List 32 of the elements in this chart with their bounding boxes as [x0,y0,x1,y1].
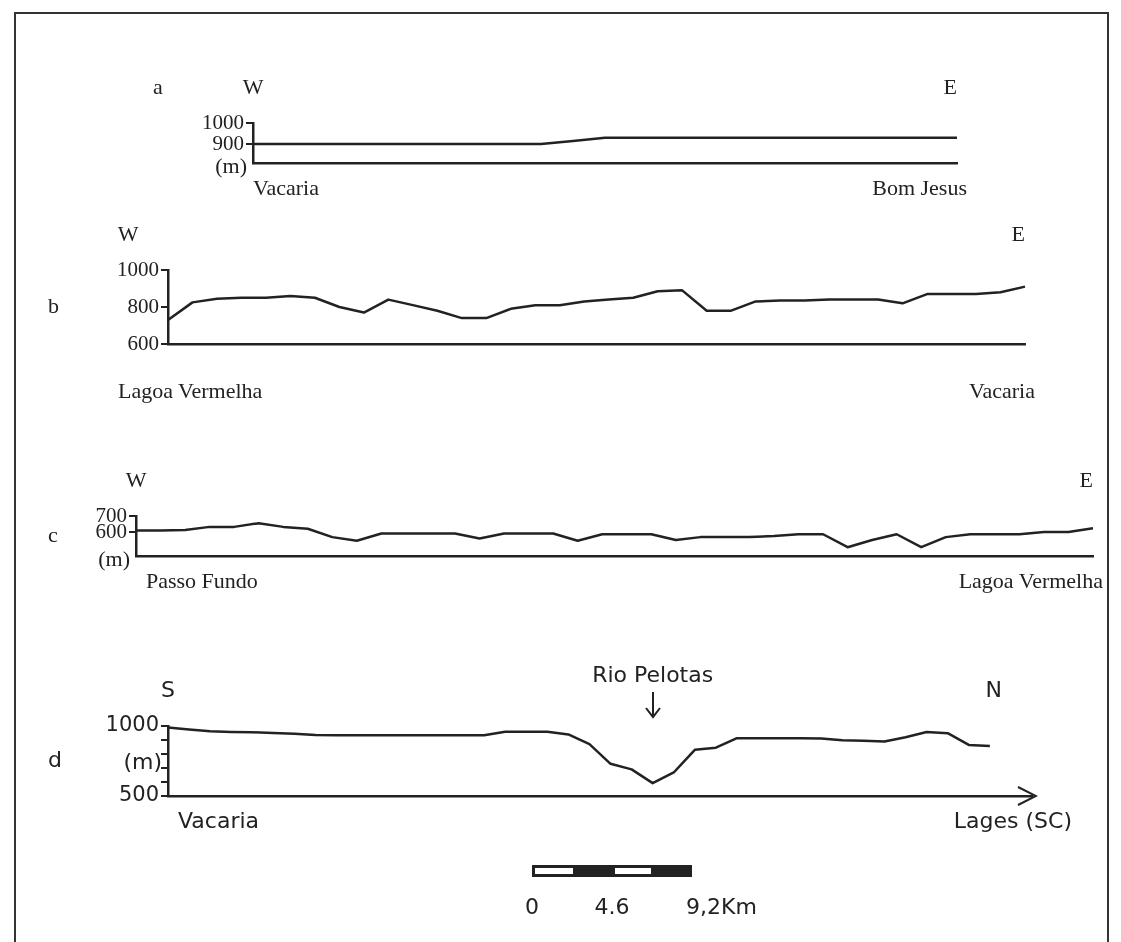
text: Vacaria [253,174,320,200]
y-axis-title: (m) [123,748,162,774]
text: Passo Fundo [146,567,258,593]
y-tick-label: 1000 [105,712,159,737]
text: d [48,746,62,772]
text: N [985,676,1002,702]
y-tick-label: 600 [127,330,159,355]
text: E [1079,466,1093,492]
y-axis-title: (m) [98,545,130,571]
text: Vacaria [178,807,260,833]
y-tick-label: 500 [118,782,159,807]
text: 9,2Km [686,893,757,919]
text: W [125,466,147,492]
text: W [117,220,139,246]
text: 4.6 [594,893,630,919]
text: Rio Pelotas [592,661,714,687]
text: E [943,73,957,99]
y-tick-label: 800 [127,293,159,318]
text: Lagoa Vermelha [958,567,1104,593]
text: E [1011,220,1025,246]
y-axis-title: (m) [215,152,247,178]
chart-title: c [48,521,58,547]
text: Lages (SC) [953,807,1072,833]
text: W [242,73,264,99]
chart-title: a [153,73,163,99]
text: Lagoa Vermelha [118,377,263,403]
text: S [161,676,175,702]
text: Vacaria [969,377,1036,403]
y-tick-label: 1000 [117,256,159,281]
text: 0 [525,893,539,919]
text: b [48,292,59,318]
text: Bom Jesus [872,174,967,200]
